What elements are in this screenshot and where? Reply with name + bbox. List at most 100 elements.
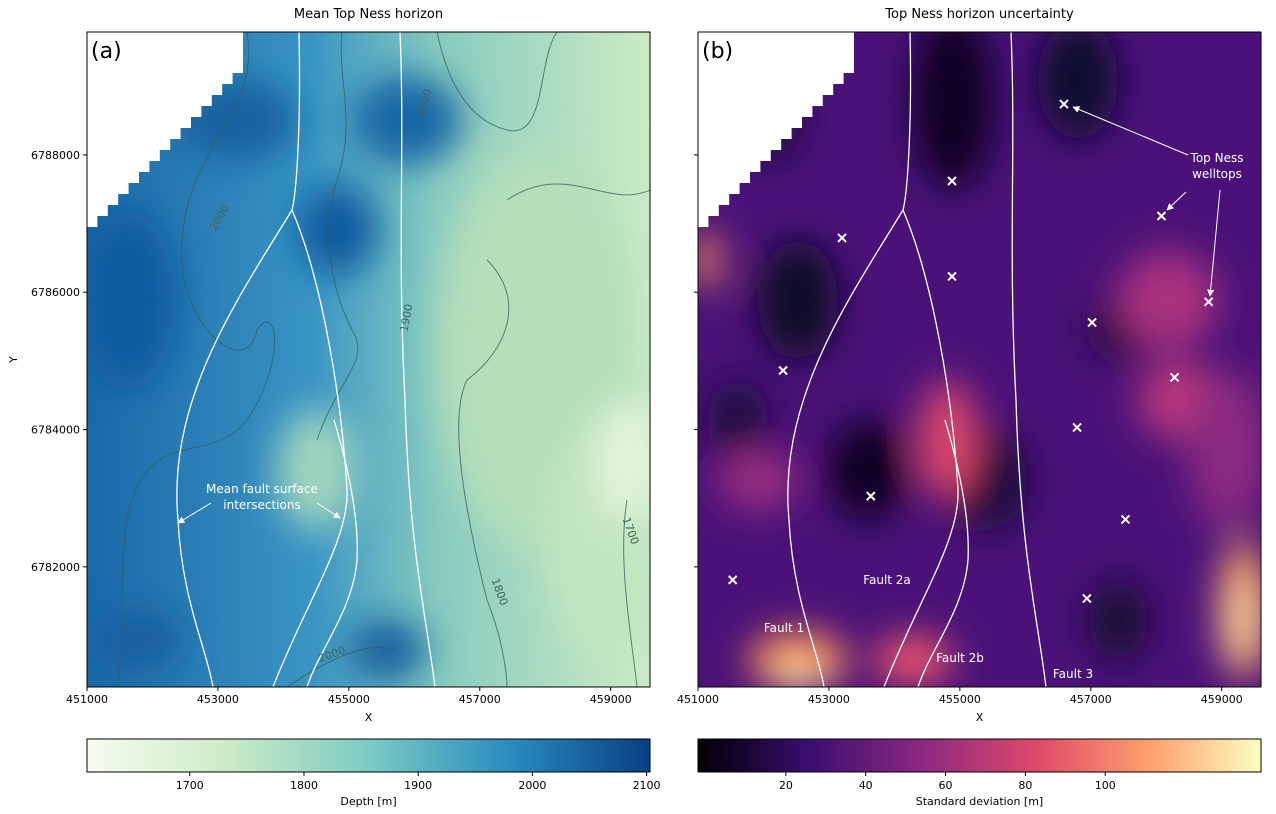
- fault-label: Fault 2a: [863, 573, 911, 587]
- plot-frame: [697, 31, 1262, 688]
- fault-label: Fault 1: [764, 621, 804, 635]
- welltop-marker: [947, 271, 957, 282]
- contour-line: [116, 32, 275, 687]
- field-patch: [1038, 32, 1118, 140]
- annotation: welltops: [1192, 167, 1242, 181]
- field-patch: [277, 410, 357, 530]
- field-patch: [873, 635, 953, 685]
- colorbar-tick-label: 2100: [633, 779, 661, 792]
- welltop-marker: [947, 176, 957, 186]
- fault-line: [399, 32, 436, 687]
- x-tick-label: 451000: [677, 693, 719, 706]
- chart-title: Top Ness horizon uncertainty: [884, 7, 1074, 22]
- field-patch: [698, 230, 720, 290]
- field-patch: [92, 610, 182, 670]
- y-axis-label: Y: [7, 356, 20, 364]
- welltop-marker: [1087, 317, 1097, 328]
- annotation: intersections: [223, 498, 300, 512]
- welltop-marker: [1169, 372, 1180, 383]
- x-axis-label: X: [976, 711, 984, 724]
- x-tick-label: 453000: [197, 693, 239, 706]
- field-patch: [347, 620, 427, 680]
- field-patch: [828, 420, 908, 520]
- x-tick-label: 451000: [66, 693, 108, 706]
- colorbar: [86, 738, 651, 773]
- fault-line: [1010, 32, 1047, 687]
- annotation-arrow: [177, 502, 212, 524]
- heatmap-field: [87, 75, 650, 680]
- field-patch: [352, 75, 462, 165]
- fault-line: [917, 419, 969, 687]
- contour-line: [506, 183, 650, 201]
- colorbar-tick-label: 80: [1018, 779, 1032, 792]
- welltop-marker: [1082, 593, 1092, 604]
- no-data-area: [87, 32, 243, 237]
- contour-label: 1900: [398, 303, 416, 333]
- x-tick-label: 459000: [1201, 693, 1243, 706]
- welltop-marker: [837, 233, 847, 243]
- colorbar-tick-label: 20: [779, 779, 793, 792]
- no-data-area: [698, 32, 854, 237]
- field-patch: [1118, 250, 1218, 350]
- fault-label: Fault 3: [1053, 667, 1093, 681]
- field-patch: [758, 240, 838, 360]
- colorbar-tick-label: 60: [939, 779, 953, 792]
- fault-line: [787, 32, 912, 687]
- fault-line: [883, 209, 959, 687]
- field-patch: [708, 380, 768, 460]
- contour-line: [316, 32, 359, 441]
- y-tick-label: 6786000: [31, 286, 80, 299]
- colorbar-label: Standard deviation [m]: [916, 795, 1043, 808]
- welltop-marker: [1072, 422, 1082, 433]
- contour-line: [458, 259, 510, 687]
- fault-line: [176, 32, 301, 687]
- field-patch: [1088, 580, 1148, 660]
- panel-label: (a): [91, 39, 122, 64]
- welltop-marker: [1203, 297, 1214, 307]
- chart-title: Mean Top Ness horizon: [294, 7, 443, 22]
- x-tick-label: 457000: [459, 693, 501, 706]
- colorbar: [697, 738, 1262, 773]
- field-patch: [918, 380, 978, 500]
- field-patch: [748, 630, 848, 687]
- field-patch: [1188, 370, 1261, 530]
- annotation-arrow: [316, 502, 341, 519]
- y-tick-label: 6784000: [31, 424, 80, 437]
- panel: Top Ness horizon uncertainty (b) 451000 453…: [677, 7, 1262, 808]
- contour-line: [623, 499, 638, 687]
- fault-line: [272, 209, 348, 687]
- heatmap-field: [698, 32, 1261, 687]
- annotation-arrow: [1207, 189, 1221, 297]
- y-tick-label: 6788000: [31, 149, 80, 162]
- field-patch: [718, 450, 798, 510]
- plot-frame: [86, 31, 651, 688]
- x-tick-label: 455000: [328, 693, 370, 706]
- colorbar-tick-label: 1900: [404, 779, 432, 792]
- x-tick-label: 459000: [590, 693, 632, 706]
- field-patch: [1231, 580, 1255, 660]
- welltop-marker: [778, 365, 788, 376]
- y-tick-label: 6782000: [31, 561, 80, 574]
- field-patch: [773, 660, 823, 687]
- panel-label: (b): [702, 39, 733, 64]
- field-patch: [597, 400, 650, 520]
- welltop-marker: [866, 491, 876, 501]
- welltop-marker: [1059, 99, 1069, 109]
- contour-line: [436, 32, 558, 132]
- fault-label: Fault 2b: [936, 651, 984, 665]
- annotation: Top Ness: [1190, 151, 1244, 165]
- colorbar-tick-label: 100: [1095, 779, 1116, 792]
- colorbar-tick-label: 40: [859, 779, 873, 792]
- x-axis-label: X: [365, 711, 373, 724]
- fault-line: [306, 419, 358, 687]
- x-tick-label: 455000: [939, 693, 981, 706]
- field-patch: [87, 210, 177, 390]
- field-patch: [913, 32, 993, 190]
- annotation-arrow: [1166, 191, 1187, 211]
- x-tick-label: 453000: [808, 693, 850, 706]
- welltop-marker: [1156, 211, 1167, 221]
- annotation-arrow: [1072, 106, 1189, 156]
- colorbar-tick-label: 1800: [290, 779, 318, 792]
